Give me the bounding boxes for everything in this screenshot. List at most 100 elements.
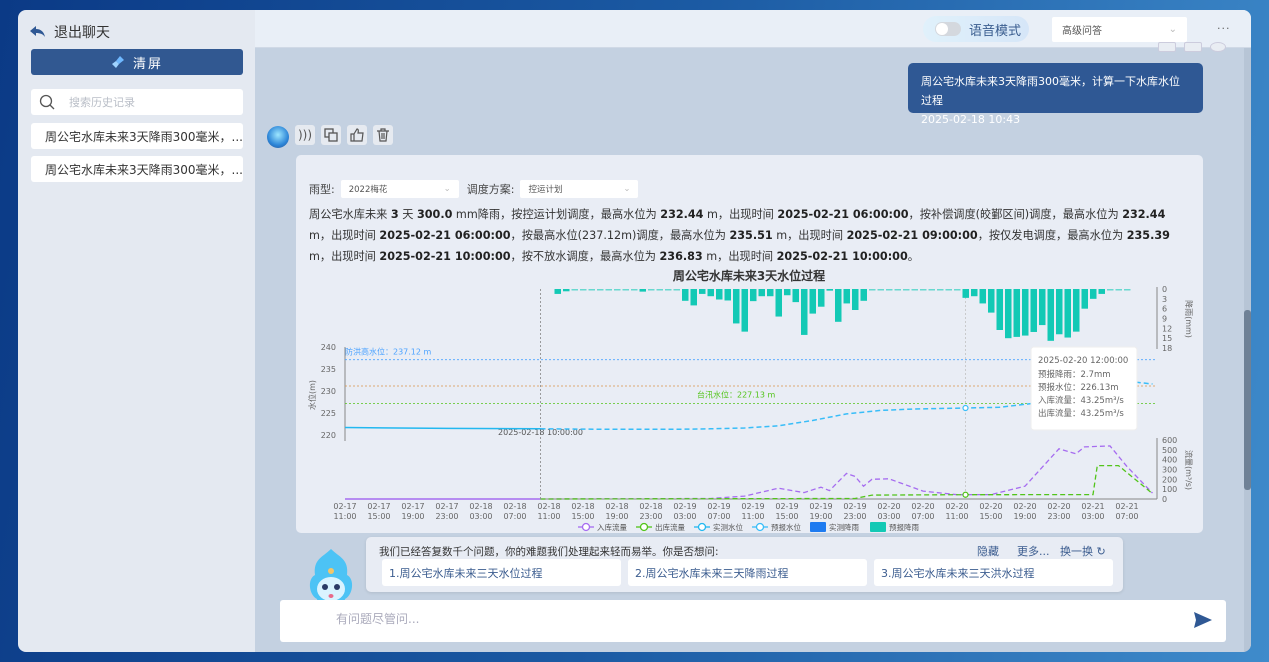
copy-button[interactable]: [321, 125, 341, 145]
history-search-input[interactable]: [69, 95, 219, 109]
summary-value: 232.44: [660, 208, 704, 221]
summary-text: 。: [907, 250, 919, 263]
copy-icon[interactable]: [1158, 42, 1176, 52]
forecast-rain-bar: [954, 289, 961, 291]
forecast-rain-bar: [1098, 289, 1105, 294]
forecast-rain-bar: [1073, 289, 1080, 332]
suggestion-item[interactable]: 3.周公宅水库未来三天洪水过程: [874, 559, 1113, 586]
forecast-rain-bar: [724, 289, 731, 301]
more-menu-button[interactable]: ···: [1217, 22, 1231, 35]
scrollbar-thumb[interactable]: [1244, 310, 1251, 490]
forecast-rain-bar: [1039, 289, 1046, 326]
x-tick-label: 11:00: [537, 512, 560, 521]
question-input[interactable]: [336, 612, 1136, 626]
answer-card: 雨型: 2022梅花 ⌄ 调度方案: 控运计划 ⌄ 周公宅水库未来 3 天 300.…: [296, 155, 1203, 533]
chat-main: 语音模式 高级问答 ⌄ ··· 周公宅水库未来3天降雨300毫米，计算一下水库水…: [255, 10, 1251, 652]
x-tick-label: 07:00: [707, 512, 730, 521]
tooltip: [1030, 346, 1138, 431]
forecast-rain-bar: [860, 289, 867, 301]
history-search[interactable]: [31, 89, 243, 115]
forecast-rain-bar: [563, 289, 570, 292]
forecast-rain-bar: [826, 289, 833, 291]
level-tick-label: 235: [321, 365, 336, 374]
forecast-rain-bar: [1056, 289, 1063, 335]
chat-header: 语音模式 高级问答 ⌄ ···: [255, 10, 1251, 48]
forecast-rain-bar: [979, 289, 986, 304]
speaker-icon: ))): [297, 128, 313, 142]
rain-tick-label: 3: [1162, 295, 1167, 304]
forecast-rain-bar: [886, 289, 893, 291]
delete-button[interactable]: [373, 125, 393, 145]
summary-value: 2025-02-21 06:00:00: [777, 208, 909, 221]
x-tick-label: 02-19: [707, 502, 730, 511]
x-tick-label: 19:00: [401, 512, 424, 521]
x-tick-label: 23:00: [1047, 512, 1070, 521]
forecast-rain-bar: [1005, 289, 1012, 339]
x-tick-label: 02-18: [537, 502, 560, 511]
x-tick-label: 15:00: [367, 512, 390, 521]
x-tick-label: 02-20: [979, 502, 1002, 511]
forecast-rain-bar: [1124, 289, 1131, 291]
summary-value: 236.83: [659, 250, 703, 263]
legend-swatch: [870, 522, 886, 532]
refresh-icon: ↻: [1096, 545, 1106, 558]
rain-tick-label: 12: [1162, 324, 1172, 333]
summary-text: ，按仅发电调度，最高水位为: [977, 229, 1127, 242]
rain-type-select[interactable]: 2022梅花 ⌄: [340, 180, 459, 198]
history-item[interactable]: 周公宅水库未来3天降雨300毫米，...: [31, 123, 243, 149]
x-tick-label: 02-17: [367, 502, 390, 511]
speak-button[interactable]: ))): [295, 125, 315, 145]
suggestions-intro: 我们已经答复数千个问题，你的难题我们处理起来轻而易举。你是否想问:: [379, 546, 719, 558]
forecast-rain-bar: [622, 289, 629, 291]
forecast-rain-bar: [818, 289, 825, 307]
user-message-tools: [1158, 42, 1226, 52]
summary-value: 235.39: [1126, 229, 1170, 242]
history-item[interactable]: 周公宅水库未来3天降雨300毫米，...: [31, 156, 243, 182]
scheme-value: 控运计划: [528, 185, 563, 195]
scheme-select[interactable]: 控运计划 ⌄: [520, 180, 639, 198]
rain-axis-title: 降雨(mm): [1184, 300, 1194, 338]
tooltip-row: 预报降雨：2.7mm: [1038, 369, 1111, 380]
toggle-switch[interactable]: [935, 22, 961, 36]
summary-value: 235.51: [729, 229, 773, 242]
forecast-rain-bar: [920, 289, 927, 291]
level-tick-label: 220: [321, 431, 336, 440]
trash-icon: [377, 128, 389, 142]
delete-icon[interactable]: [1184, 42, 1202, 52]
refresh-suggestions-link[interactable]: 换一换 ↻: [1060, 543, 1106, 559]
x-tick-label: 02-20: [911, 502, 934, 511]
forecast-rain-bar: [758, 289, 765, 297]
voice-mode-toggle[interactable]: 语音模式: [923, 16, 1029, 42]
x-tick-label: 07:00: [503, 512, 526, 521]
forecast-rain-bar: [614, 289, 621, 291]
forecast-rain-bar: [580, 289, 587, 291]
x-tick-label: 23:00: [639, 512, 662, 521]
x-tick-label: 23:00: [435, 512, 458, 521]
suggestion-item[interactable]: 1.周公宅水库未来三天水位过程: [382, 559, 621, 586]
exit-chat-button[interactable]: 退出聊天: [30, 22, 110, 42]
broom-icon: [111, 56, 124, 68]
hover-point: [962, 404, 969, 412]
summary-value: 3: [390, 208, 399, 221]
x-tick-label: 02-21: [1081, 502, 1104, 511]
suggestion-item[interactable]: 2.周公宅水库未来三天降雨过程: [628, 559, 867, 586]
tooltip-row: 出库流量：43.25m³/s: [1038, 408, 1124, 419]
forecast-rain-bar: [716, 289, 723, 300]
mode-select[interactable]: 高级问答 ⌄: [1052, 17, 1187, 42]
summary-value: 2025-02-21 10:00:00: [776, 250, 908, 263]
hide-suggestions-link[interactable]: 隐藏: [977, 545, 999, 558]
level-tick-label: 230: [321, 387, 336, 396]
summary-text: m，出现时间: [702, 250, 777, 263]
x-tick-label: 02-19: [809, 502, 832, 511]
forecast-rain-bar: [843, 289, 850, 304]
forecast-rain-bar: [937, 289, 944, 291]
clear-screen-button[interactable]: 清屏: [31, 49, 243, 75]
x-tick-label: 02-18: [571, 502, 594, 511]
answer-summary: 周公宅水库未来 3 天 300.0 mm降雨，按控运计划调度，最高水位为 232…: [309, 204, 1191, 267]
more-suggestions-link[interactable]: 更多...: [1017, 545, 1050, 558]
x-tick-label: 02-19: [775, 502, 798, 511]
like-button[interactable]: [347, 125, 367, 145]
forecast-rain-bar: [869, 289, 876, 291]
forecast-rain-bar: [1081, 289, 1088, 309]
send-icon[interactable]: [1194, 612, 1212, 628]
